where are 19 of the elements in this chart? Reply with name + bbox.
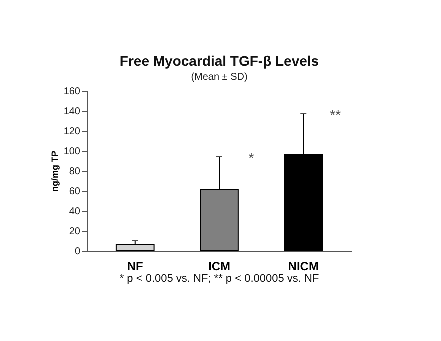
y-tick-label: 60 [69,186,81,198]
annotation: ** [330,107,342,123]
x-tick-label: ICM [208,260,230,274]
y-tick-label: 160 [64,86,81,98]
x-tick-label: NICM [288,260,319,274]
y-tick-label: 40 [69,206,81,218]
y-tick-label: 20 [69,226,81,238]
y-tick-label: 80 [69,166,81,178]
y-tick-label: 120 [64,126,81,138]
y-tick-label: 140 [64,106,81,118]
chart-title: Free Myocardial TGF-β Levels [120,53,320,69]
y-tick-label: 100 [64,146,81,158]
y-tick-label: 0 [74,246,81,258]
text: * p < 0.005 vs. NF; ** p < 0.00005 vs. NF [120,273,320,285]
x-tick-label: NF [127,260,144,274]
chart-subtitle: (Mean ± SD) [191,72,248,83]
bar [116,244,155,252]
annotation: * [248,150,255,166]
y-axis-title: ng/mg TP [50,151,60,192]
